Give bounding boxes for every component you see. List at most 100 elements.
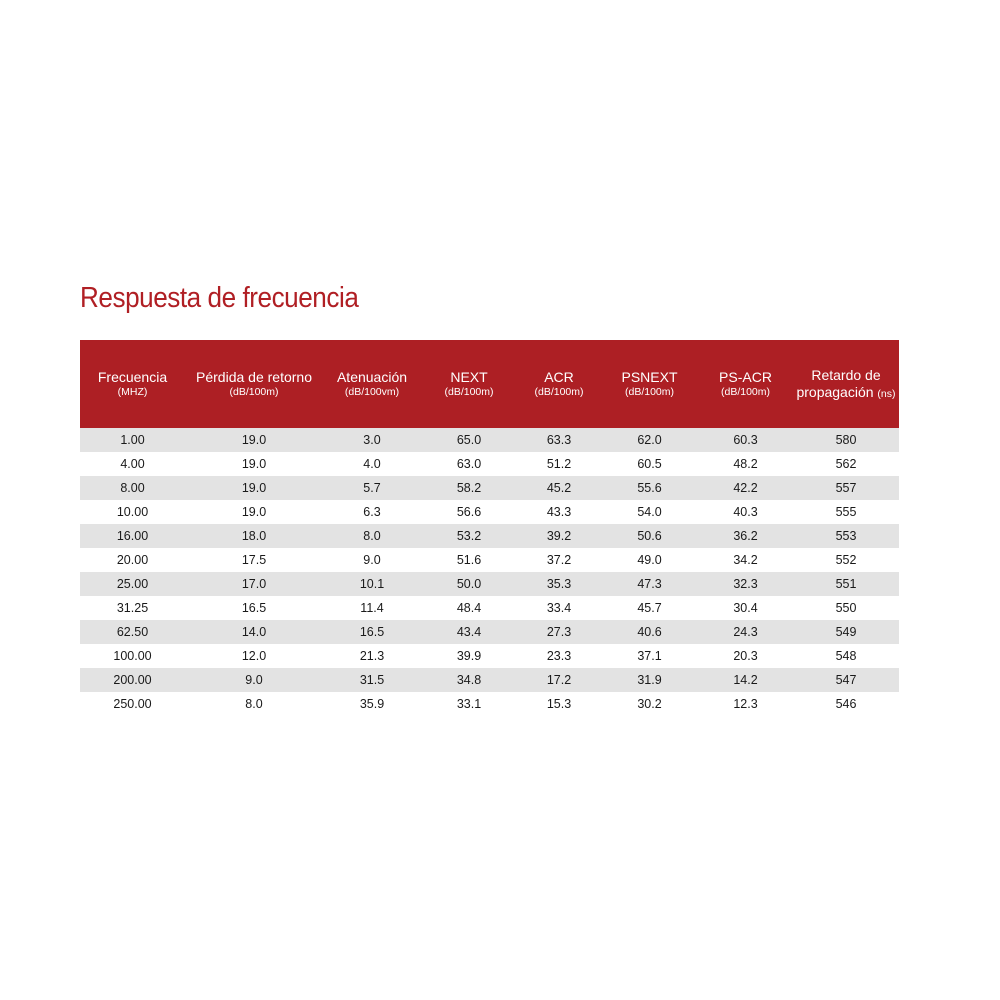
cell-atenuacion: 5.7 [363,481,381,495]
cell-acr: 17.2 [546,673,572,687]
cell-retardo: 551 [835,577,857,591]
table-row: 200.00 9.0 31.5 34.8 17.2 31.9 14.2 547 [80,668,899,692]
cell-acr: 15.3 [546,697,572,711]
cell-ps-acr: 30.4 [733,601,758,615]
table-row: 10.00 19.0 6.3 56.6 43.3 54.0 40.3 555 [80,500,899,524]
cell-atenuacion: 9.0 [363,553,381,567]
cell-retardo: 550 [835,601,857,615]
cell-ps-acr: 24.3 [733,625,758,639]
cell-frecuencia: 10.00 [116,505,149,519]
cell-acr: 43.3 [546,505,572,519]
cell-frecuencia: 31.25 [116,601,149,615]
cell-psnext: 62.0 [637,433,662,447]
header-label: PS-ACR [719,368,772,385]
header-label: Frecuencia [97,368,168,385]
cell-ps-acr: 32.3 [733,577,758,591]
page-title: Respuesta de frecuencia [80,282,359,314]
header-unit: (dB/100m) [444,386,494,399]
cell-frecuencia: 250.00 [113,697,152,711]
header-unit: (ns) [877,388,896,400]
cell-acr: 51.2 [546,457,572,471]
cell-frecuencia: 200.00 [113,673,152,687]
header-next: NEXT (dB/100m) [421,340,517,428]
cell-ps-acr: 14.2 [733,673,758,687]
table-header: Frecuencia (MHZ) Pérdida de retorno (dB/… [80,340,899,428]
cell-retardo: 580 [835,433,857,447]
cell-acr: 23.3 [546,649,572,663]
table-row: 250.00 8.0 35.9 33.1 15.3 30.2 12.3 546 [80,692,899,716]
header-unit: (dB/100m) [624,386,675,399]
cell-ps-acr: 40.3 [733,505,758,519]
cell-retardo: 548 [835,649,857,663]
cell-psnext: 55.6 [637,481,662,495]
table-row: 100.00 12.0 21.3 39.9 23.3 37.1 20.3 548 [80,644,899,668]
cell-atenuacion: 4.0 [363,457,381,471]
cell-perdida-retorno: 18.0 [241,529,267,543]
cell-frecuencia: 16.00 [116,529,149,543]
cell-ps-acr: 48.2 [733,457,758,471]
cell-retardo: 555 [835,505,857,519]
cell-ps-acr: 20.3 [733,649,758,663]
header-retardo-propagacion: Retardo de propagación (ns) [793,340,899,428]
cell-ps-acr: 42.2 [733,481,758,495]
table-row: 20.00 17.5 9.0 51.6 37.2 49.0 34.2 552 [80,548,899,572]
cell-psnext: 45.7 [637,601,662,615]
header-label: NEXT [450,368,488,385]
cell-psnext: 47.3 [637,577,662,591]
cell-next: 51.6 [456,553,482,567]
table-row: 1.00 19.0 3.0 65.0 63.3 62.0 60.3 580 [80,428,899,452]
header-unit: (dB/100m) [229,386,279,399]
cell-next: 53.2 [456,529,482,543]
cell-atenuacion: 21.3 [359,649,385,663]
cell-perdida-retorno: 19.0 [241,481,267,495]
cell-perdida-retorno: 14.0 [241,625,267,639]
cell-acr: 27.3 [546,625,572,639]
cell-atenuacion: 10.1 [359,577,385,591]
cell-acr: 45.2 [546,481,572,495]
header-label: Atenuación [336,368,408,385]
header-ps-acr: PS-ACR (dB/100m) [698,340,793,428]
cell-atenuacion: 11.4 [360,601,384,615]
header-unit: (MHZ) [117,386,148,399]
cell-atenuacion: 16.5 [359,625,385,639]
cell-psnext: 50.6 [637,529,662,543]
header-label-line1: Retardo de [811,366,881,383]
cell-retardo: 549 [835,625,857,639]
cell-retardo: 553 [835,529,857,543]
table-row: 25.00 17.0 10.1 50.0 35.3 47.3 32.3 551 [80,572,899,596]
cell-psnext: 31.9 [637,673,662,687]
cell-frecuencia: 4.00 [120,457,145,471]
header-label-propagacion: propagación [796,384,874,400]
table-row: 31.25 16.5 11.4 48.4 33.4 45.7 30.4 550 [80,596,899,620]
cell-frecuencia: 20.00 [116,553,149,567]
cell-next: 63.0 [456,457,482,471]
cell-psnext: 37.1 [637,649,662,663]
cell-next: 43.4 [456,625,482,639]
cell-retardo: 546 [835,697,857,711]
table-row: 16.00 18.0 8.0 53.2 39.2 50.6 36.2 553 [80,524,899,548]
cell-frecuencia: 8.00 [120,481,145,495]
cell-next: 56.6 [456,505,482,519]
cell-acr: 33.4 [546,601,572,615]
cell-atenuacion: 31.5 [359,673,385,687]
cell-psnext: 54.0 [637,505,662,519]
header-perdida-retorno: Pérdida de retorno (dB/100m) [185,340,323,428]
cell-perdida-retorno: 17.0 [241,577,267,591]
cell-perdida-retorno: 9.0 [245,673,263,687]
cell-next: 33.1 [456,697,482,711]
cell-perdida-retorno: 16.5 [241,601,267,615]
cell-psnext: 30.2 [637,697,662,711]
cell-acr: 37.2 [546,553,572,567]
cell-next: 58.2 [456,481,482,495]
header-frecuencia: Frecuencia (MHZ) [80,340,185,428]
cell-perdida-retorno: 8.0 [245,697,263,711]
table-row: 62.50 14.0 16.5 43.4 27.3 40.6 24.3 549 [80,620,899,644]
cell-atenuacion: 8.0 [363,529,381,543]
cell-atenuacion: 6.3 [363,505,381,519]
cell-ps-acr: 36.2 [733,529,758,543]
header-acr: ACR (dB/100m) [517,340,601,428]
cell-frecuencia: 1.00 [120,433,145,447]
cell-perdida-retorno: 12.0 [241,649,267,663]
cell-acr: 63.3 [546,433,572,447]
frequency-response-table: Frecuencia (MHZ) Pérdida de retorno (dB/… [80,340,899,716]
